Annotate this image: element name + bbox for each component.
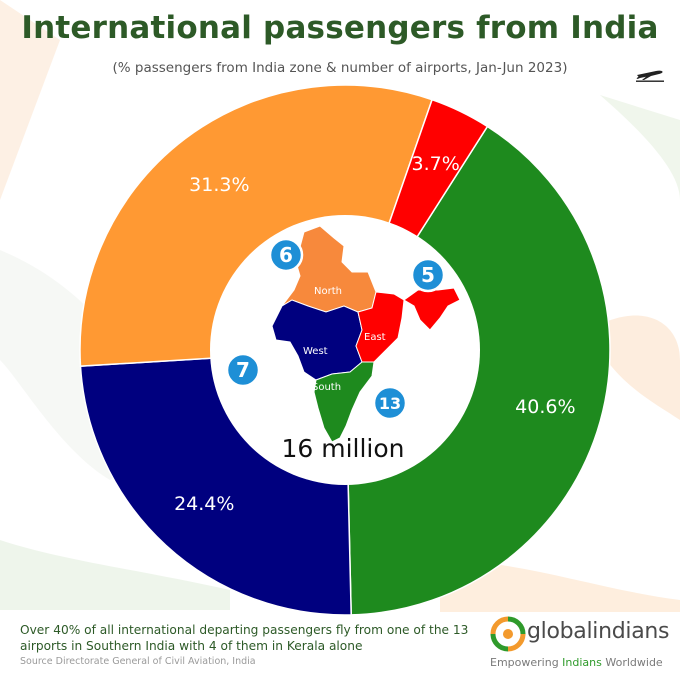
slice-labels: 40.6% 24.4% 31.3% 3.7%	[174, 153, 575, 515]
logo-wordmark: globalindians	[527, 619, 670, 644]
footnote-text: Over 40% of all international departing …	[20, 623, 469, 653]
badge-north-airports: 6	[268, 237, 304, 273]
globalindians-logo-icon	[490, 616, 526, 652]
map-label-east: East	[364, 332, 386, 343]
chart-title: International passengers from India	[21, 10, 659, 46]
tagline-suffix: Worldwide	[601, 656, 663, 669]
map-label-west: West	[303, 346, 328, 357]
badge-west-value: 7	[236, 358, 250, 382]
badge-south-value: 13	[379, 394, 401, 413]
slice-label-west: 24.4%	[174, 493, 234, 515]
source-text: Source Directorate General of Civil Avia…	[20, 656, 256, 667]
badge-east-airports: 5	[410, 257, 446, 293]
airplane-departure-icon	[636, 70, 664, 82]
chart-subtitle: (% passengers from India zone & number o…	[112, 60, 568, 76]
map-south-region	[313, 361, 375, 443]
center-total-label: 16 million	[281, 434, 404, 463]
slice-label-north: 31.3%	[189, 174, 249, 196]
tagline-prefix: Empowering	[490, 656, 563, 669]
badge-west-airports: 7	[225, 352, 261, 388]
map-east-region	[355, 291, 405, 363]
map-label-north: North	[314, 286, 342, 297]
badge-east-value: 5	[421, 263, 435, 287]
badge-south-airports: 13	[372, 385, 408, 421]
slice-label-south: 40.6%	[515, 396, 575, 418]
badge-north-value: 6	[279, 243, 293, 267]
logo-tagline: Empowering Indians Worldwide	[490, 656, 663, 669]
slice-label-east: 3.7%	[412, 153, 460, 175]
india-zone-map	[271, 225, 461, 443]
tagline-highlight: Indians	[562, 656, 602, 669]
map-label-south: South	[312, 382, 341, 393]
